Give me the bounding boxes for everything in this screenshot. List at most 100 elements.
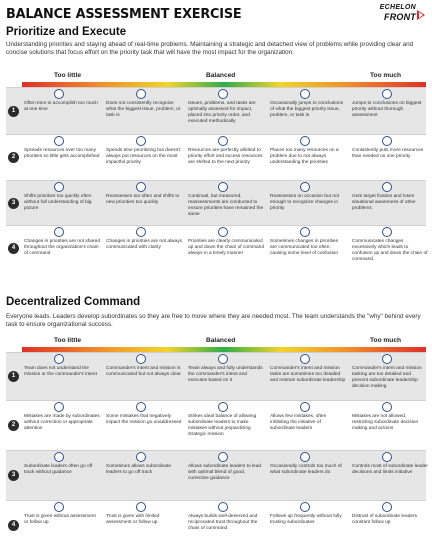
row-number-badge: 4 — [8, 520, 19, 531]
rating-radio-button[interactable] — [218, 452, 228, 462]
assessment-row: 2 Mistakes are made by subordinates witho… — [6, 400, 426, 450]
scale-label-too-little: Too little — [54, 337, 81, 344]
rating-radio-button[interactable] — [136, 136, 146, 146]
rating-radio-button[interactable] — [218, 354, 228, 364]
rating-radio-button[interactable] — [136, 182, 146, 192]
assessment-grid-decentralized: 1 Team does not understand the mission or… — [6, 352, 428, 550]
rating-radio-button[interactable] — [54, 354, 64, 364]
row-number-badge: 1 — [8, 371, 19, 382]
rating-radio-button[interactable] — [382, 502, 392, 512]
page-title: BALANCE ASSESSMENT EXERCISE — [6, 6, 242, 22]
rating-radio-button[interactable] — [300, 227, 310, 237]
rating-radio-button[interactable] — [300, 502, 310, 512]
rating-radio-button[interactable] — [218, 182, 228, 192]
option-description: Communicates changes excessively which l… — [352, 239, 428, 262]
option-description: Shifts priorities too quickly often with… — [24, 194, 92, 211]
option-description: Occasionally jumps to conclusions of wha… — [270, 101, 344, 118]
assessment-grid-prioritize: 1 Often tries to accomplish too much at o… — [6, 87, 427, 265]
rating-radio-button[interactable] — [54, 182, 64, 192]
option-description: Mistakes are made by subordinates withou… — [24, 414, 100, 431]
scale-label-balanced: Balanced — [206, 337, 236, 344]
option-description: Some mistakes that negatively impact the… — [106, 414, 182, 425]
section-title-decentralized: Decentralized Command — [6, 296, 141, 308]
page-header: BALANCE ASSESSMENT EXERCISE ECHELON FRON… — [6, 4, 426, 26]
scale-label-too-much: Too much — [370, 337, 402, 344]
rating-radio-button[interactable] — [300, 89, 310, 99]
option-description: Follows up frequently without fully trus… — [270, 514, 342, 525]
rating-radio-button[interactable] — [136, 452, 146, 462]
rating-radio-button[interactable] — [382, 89, 392, 99]
option-description: Commander's intent and mission tasking a… — [352, 366, 422, 389]
rating-radio-button[interactable] — [382, 136, 392, 146]
option-description: Consistently puts more resources than ne… — [352, 148, 424, 159]
option-description: Places too many resources on a problem d… — [270, 148, 339, 165]
scale-labels-decentralized: Too little Balanced Too much — [6, 337, 426, 346]
row-number-badge: 2 — [8, 152, 19, 163]
row-number-badge: 3 — [8, 470, 19, 481]
rating-radio-button[interactable] — [54, 227, 64, 237]
scale-label-too-little: Too little — [54, 72, 81, 79]
rating-radio-button[interactable] — [218, 502, 228, 512]
rating-radio-button[interactable] — [54, 402, 64, 412]
rating-radio-button[interactable] — [382, 182, 392, 192]
rating-radio-button[interactable] — [300, 402, 310, 412]
logo-text-bottom: FRONT — [384, 12, 416, 22]
option-description: Subordinate leaders often go off track w… — [24, 464, 93, 475]
section-title-prioritize: Prioritize and Execute — [6, 26, 127, 38]
option-description: Allows few mistakes, often inhibiting th… — [270, 414, 327, 431]
rating-radio-button[interactable] — [300, 182, 310, 192]
option-description: Commander's intent and mission is commun… — [106, 366, 181, 377]
rating-radio-button[interactable] — [136, 354, 146, 364]
rating-radio-button[interactable] — [54, 502, 64, 512]
option-description: Priorities are clearly communicated up a… — [188, 239, 265, 256]
option-description: Continual, but measured, reassessments a… — [188, 194, 264, 217]
option-description: Changes in priorities are not always com… — [106, 239, 182, 250]
rating-radio-button[interactable] — [136, 502, 146, 512]
option-description: Issues, problems, and tasks are optimall… — [188, 101, 256, 124]
rating-radio-button[interactable] — [54, 136, 64, 146]
balance-gradient-bar — [22, 82, 426, 87]
rating-radio-button[interactable] — [54, 89, 64, 99]
option-description: Always builds well-deserved and reciproc… — [188, 514, 258, 531]
option-description: Commander's intent and mission tasks are… — [270, 366, 346, 383]
option-description: Often tries to accomplish too much at on… — [24, 101, 98, 112]
option-description: Gets target fixation and loses situation… — [352, 194, 416, 211]
rating-radio-button[interactable] — [300, 354, 310, 364]
row-number-badge: 4 — [8, 243, 19, 254]
assessment-row: 3 Subordinate leaders often go off track … — [6, 450, 428, 500]
option-description: Strikes ideal balance of allowing subord… — [188, 414, 257, 437]
option-description: Team does not understand the mission or … — [24, 366, 97, 377]
rating-radio-button[interactable] — [382, 354, 392, 364]
option-description: Trust is given without assessment or fol… — [24, 514, 96, 525]
rating-radio-button[interactable] — [218, 402, 228, 412]
rating-radio-button[interactable] — [300, 452, 310, 462]
rating-radio-button[interactable] — [218, 227, 228, 237]
assessment-row: 4 Trust is given without assessment or fo… — [6, 500, 426, 550]
option-description: Sometimes changes in priorities are comm… — [270, 239, 338, 256]
rating-radio-button[interactable] — [136, 89, 146, 99]
rating-radio-button[interactable] — [136, 227, 146, 237]
option-description: Reassesses too often and shifts to new p… — [106, 194, 180, 205]
option-description: Controls most of subordinate leader deci… — [352, 464, 428, 475]
option-description: Trust is given with limited assessment o… — [106, 514, 160, 525]
option-description: Does not consistently recognize what the… — [106, 101, 181, 118]
option-description: Reassesses on occasion but not enough to… — [270, 194, 340, 211]
rating-radio-button[interactable] — [136, 402, 146, 412]
section-description-decentralized: Everyone leads. Leaders develop subordin… — [6, 313, 421, 329]
option-description: Changes in priorities are not shared thr… — [24, 239, 100, 256]
option-description: Team always and fully understands the co… — [188, 366, 263, 383]
rating-radio-button[interactable] — [382, 227, 392, 237]
rating-radio-button[interactable] — [54, 452, 64, 462]
rating-radio-button[interactable] — [300, 136, 310, 146]
rating-radio-button[interactable] — [218, 136, 228, 146]
option-description: Spends time prioritizing but doesn't alw… — [106, 148, 181, 165]
rating-radio-button[interactable] — [218, 89, 228, 99]
option-description: Distrust of subordinate leaders constant… — [352, 514, 418, 525]
rating-radio-button[interactable] — [382, 402, 392, 412]
assessment-row: 1 Often tries to accomplish too much at o… — [6, 87, 426, 134]
assessment-row: 4 Changes in priorities are not shared th… — [6, 225, 428, 270]
assessment-row: 3 Shifts priorities too quickly often wit… — [6, 180, 426, 225]
assessment-row: 2 Spreads resources over too many priorit… — [6, 134, 426, 180]
rating-radio-button[interactable] — [382, 452, 392, 462]
